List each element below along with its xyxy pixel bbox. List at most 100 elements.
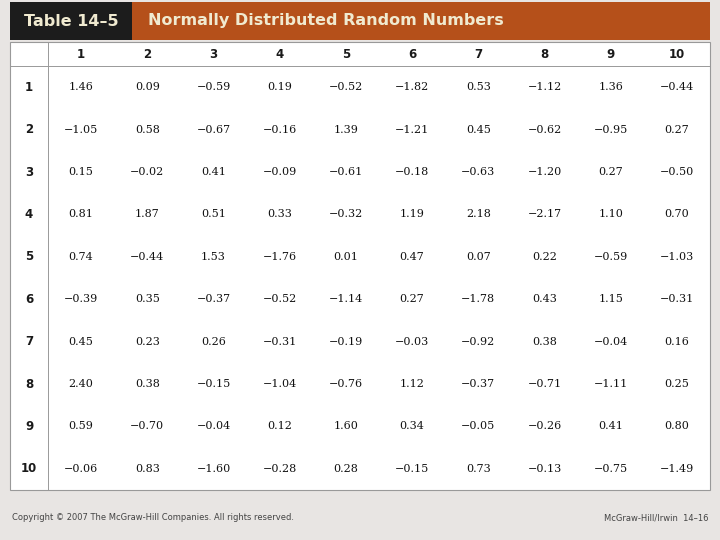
Text: −0.37: −0.37 — [462, 379, 495, 389]
Text: 2.18: 2.18 — [466, 210, 491, 219]
Text: 0.27: 0.27 — [400, 294, 425, 304]
Text: 1.46: 1.46 — [68, 82, 94, 92]
Text: −1.21: −1.21 — [395, 125, 429, 134]
Text: 0.83: 0.83 — [135, 464, 160, 474]
Text: 0.70: 0.70 — [665, 210, 689, 219]
FancyBboxPatch shape — [10, 42, 710, 490]
Text: 6: 6 — [408, 48, 416, 60]
Text: −0.16: −0.16 — [263, 125, 297, 134]
Text: 0.74: 0.74 — [68, 252, 94, 262]
Text: 0.09: 0.09 — [135, 82, 160, 92]
Text: −0.09: −0.09 — [263, 167, 297, 177]
Text: −0.15: −0.15 — [395, 464, 429, 474]
Text: 8: 8 — [25, 377, 33, 390]
Text: 0.12: 0.12 — [267, 421, 292, 431]
Text: 1.12: 1.12 — [400, 379, 425, 389]
Text: 8: 8 — [541, 48, 549, 60]
Text: 0.27: 0.27 — [665, 125, 689, 134]
Text: −0.28: −0.28 — [263, 464, 297, 474]
Text: 0.45: 0.45 — [466, 125, 491, 134]
Text: 1.53: 1.53 — [201, 252, 226, 262]
Text: −0.02: −0.02 — [130, 167, 164, 177]
Text: −0.44: −0.44 — [130, 252, 164, 262]
Text: −0.75: −0.75 — [593, 464, 628, 474]
Text: −1.49: −1.49 — [660, 464, 694, 474]
Text: −0.06: −0.06 — [64, 464, 98, 474]
Text: 0.28: 0.28 — [333, 464, 359, 474]
Text: −1.20: −1.20 — [527, 167, 562, 177]
Text: 7: 7 — [474, 48, 482, 60]
Text: 5: 5 — [342, 48, 350, 60]
Text: 0.19: 0.19 — [267, 82, 292, 92]
Text: 0.27: 0.27 — [598, 167, 623, 177]
Text: 4: 4 — [25, 208, 33, 221]
Text: −0.63: −0.63 — [462, 167, 495, 177]
Text: 0.25: 0.25 — [665, 379, 689, 389]
Text: 1.10: 1.10 — [598, 210, 623, 219]
Text: −0.37: −0.37 — [197, 294, 230, 304]
Text: 0.80: 0.80 — [665, 421, 689, 431]
Text: −0.32: −0.32 — [329, 210, 363, 219]
Text: 0.07: 0.07 — [466, 252, 490, 262]
Text: 0.26: 0.26 — [201, 336, 226, 347]
Text: −0.59: −0.59 — [593, 252, 628, 262]
Text: −0.52: −0.52 — [329, 82, 363, 92]
Text: 1.39: 1.39 — [333, 125, 359, 134]
Text: −0.61: −0.61 — [329, 167, 363, 177]
Text: −1.03: −1.03 — [660, 252, 694, 262]
Text: 3: 3 — [210, 48, 217, 60]
Text: −0.26: −0.26 — [527, 421, 562, 431]
Text: −0.31: −0.31 — [263, 336, 297, 347]
Text: −1.78: −1.78 — [462, 294, 495, 304]
Text: −0.95: −0.95 — [593, 125, 628, 134]
Text: −1.12: −1.12 — [527, 82, 562, 92]
Text: −0.76: −0.76 — [329, 379, 363, 389]
Text: −0.05: −0.05 — [462, 421, 495, 431]
Text: 0.35: 0.35 — [135, 294, 160, 304]
Text: 0.58: 0.58 — [135, 125, 160, 134]
Text: Table 14–5: Table 14–5 — [24, 14, 118, 29]
Text: 3: 3 — [25, 165, 33, 179]
Text: −1.76: −1.76 — [263, 252, 297, 262]
Text: 1.19: 1.19 — [400, 210, 425, 219]
Text: −0.70: −0.70 — [130, 421, 164, 431]
FancyBboxPatch shape — [10, 2, 132, 40]
Text: 0.73: 0.73 — [466, 464, 490, 474]
Text: McGraw-Hill/Irwin  14–16: McGraw-Hill/Irwin 14–16 — [603, 514, 708, 523]
Text: 1: 1 — [77, 48, 85, 60]
Text: 0.47: 0.47 — [400, 252, 425, 262]
Text: −1.04: −1.04 — [263, 379, 297, 389]
Text: 1.36: 1.36 — [598, 82, 623, 92]
Text: 0.43: 0.43 — [532, 294, 557, 304]
Text: 9: 9 — [606, 48, 615, 60]
Text: −0.19: −0.19 — [329, 336, 363, 347]
Text: 0.01: 0.01 — [333, 252, 359, 262]
Text: 0.22: 0.22 — [532, 252, 557, 262]
Text: 1.60: 1.60 — [333, 421, 359, 431]
Text: −2.17: −2.17 — [528, 210, 562, 219]
Text: 0.23: 0.23 — [135, 336, 160, 347]
Text: −0.04: −0.04 — [197, 421, 230, 431]
Text: 2.40: 2.40 — [68, 379, 94, 389]
Text: −0.52: −0.52 — [263, 294, 297, 304]
Text: 0.41: 0.41 — [201, 167, 226, 177]
Text: −0.59: −0.59 — [197, 82, 230, 92]
FancyBboxPatch shape — [132, 2, 710, 40]
Text: 0.16: 0.16 — [665, 336, 689, 347]
Text: −0.71: −0.71 — [528, 379, 562, 389]
Text: −0.92: −0.92 — [462, 336, 495, 347]
Text: −0.15: −0.15 — [197, 379, 230, 389]
Text: 1: 1 — [25, 80, 33, 94]
Text: 4: 4 — [276, 48, 284, 60]
Text: 5: 5 — [25, 251, 33, 264]
Text: 0.59: 0.59 — [68, 421, 94, 431]
Text: 2: 2 — [143, 48, 151, 60]
Text: 0.34: 0.34 — [400, 421, 425, 431]
Text: −1.11: −1.11 — [593, 379, 628, 389]
Text: 9: 9 — [25, 420, 33, 433]
Text: −0.62: −0.62 — [527, 125, 562, 134]
Text: 10: 10 — [21, 462, 37, 475]
Text: 0.15: 0.15 — [68, 167, 94, 177]
Text: −1.14: −1.14 — [329, 294, 363, 304]
Text: 0.38: 0.38 — [532, 336, 557, 347]
